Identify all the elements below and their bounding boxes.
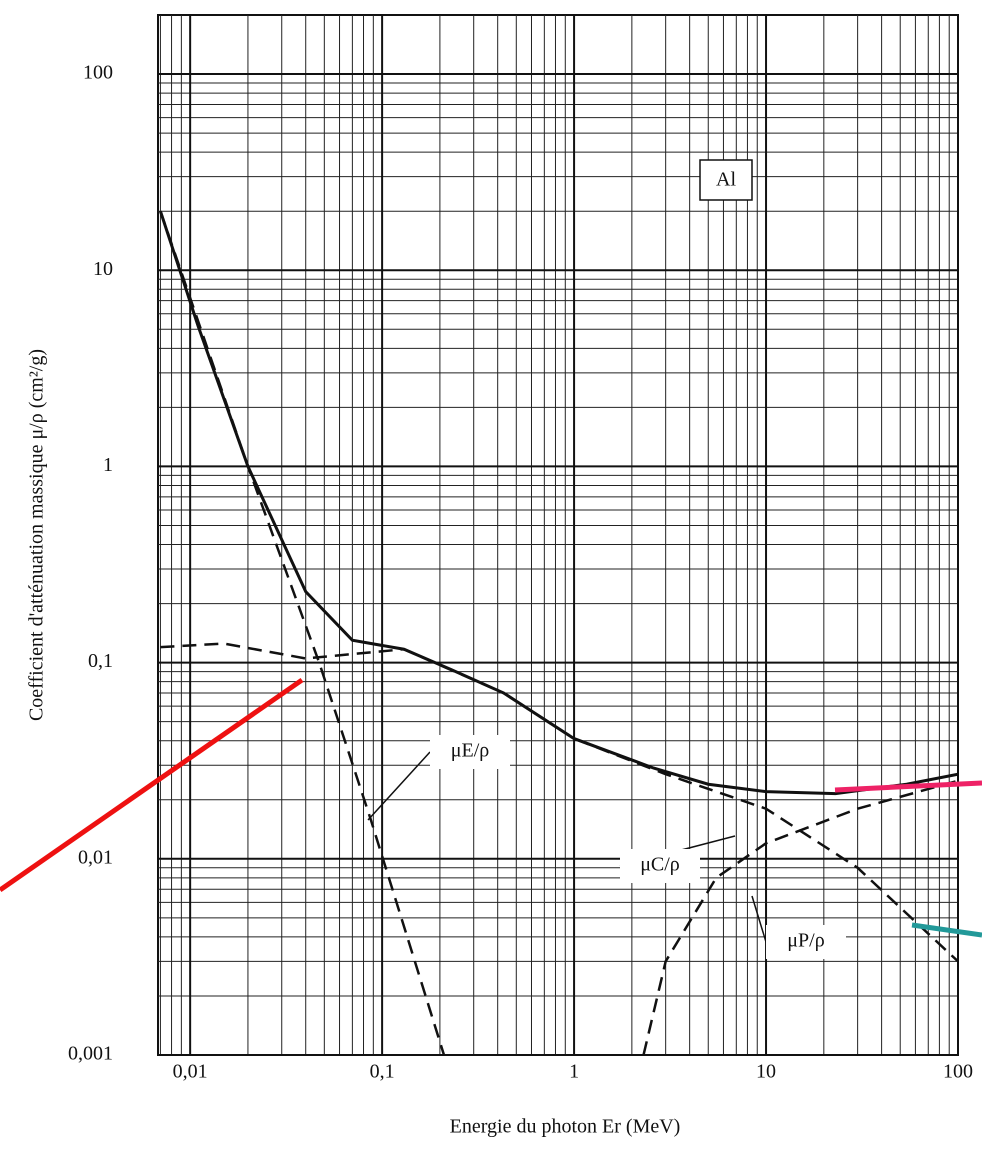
label-leader bbox=[751, 895, 767, 943]
y-tick-label: 100 bbox=[83, 62, 113, 84]
label-box bbox=[766, 925, 846, 959]
y-tick-label: 10 bbox=[93, 258, 113, 280]
x-tick-label: 10 bbox=[756, 1061, 776, 1083]
series-label: μE/ρ bbox=[451, 740, 489, 762]
marks: μE/ρ μC/ρ μP/ρ bbox=[158, 210, 958, 1055]
annotation: Al bbox=[716, 169, 736, 191]
label-box bbox=[430, 735, 510, 769]
x-tick-label: 0,1 bbox=[370, 1061, 395, 1083]
y-tick-label: 0,001 bbox=[68, 1043, 113, 1065]
y-axis-label: Coefficient d'atténuation massique μ/ρ (… bbox=[26, 349, 48, 721]
series-line bbox=[159, 210, 446, 1055]
series-label: μC/ρ bbox=[640, 854, 680, 876]
highlight-arrow bbox=[834, 780, 982, 793]
y-tick-label: 0,01 bbox=[78, 846, 113, 868]
y-tick-label: 0,1 bbox=[88, 650, 113, 672]
label-box bbox=[620, 849, 700, 883]
annotation-box bbox=[699, 159, 753, 201]
grid bbox=[158, 15, 959, 1056]
y-tick-label: 1 bbox=[103, 454, 113, 476]
series-line bbox=[160, 642, 958, 963]
x-tick-label: 100 bbox=[943, 1061, 973, 1083]
x-tick-label: 1 bbox=[569, 1061, 579, 1083]
highlight-arrow bbox=[911, 922, 982, 938]
series-line bbox=[642, 779, 958, 1055]
series-label: μP/ρ bbox=[787, 930, 824, 952]
label-leader bbox=[367, 751, 431, 821]
highlight-arrow bbox=[0, 677, 304, 893]
x-axis-label: Energie du photon Er (MeV) bbox=[450, 1116, 681, 1138]
x-tick-label: 0,01 bbox=[173, 1061, 208, 1083]
